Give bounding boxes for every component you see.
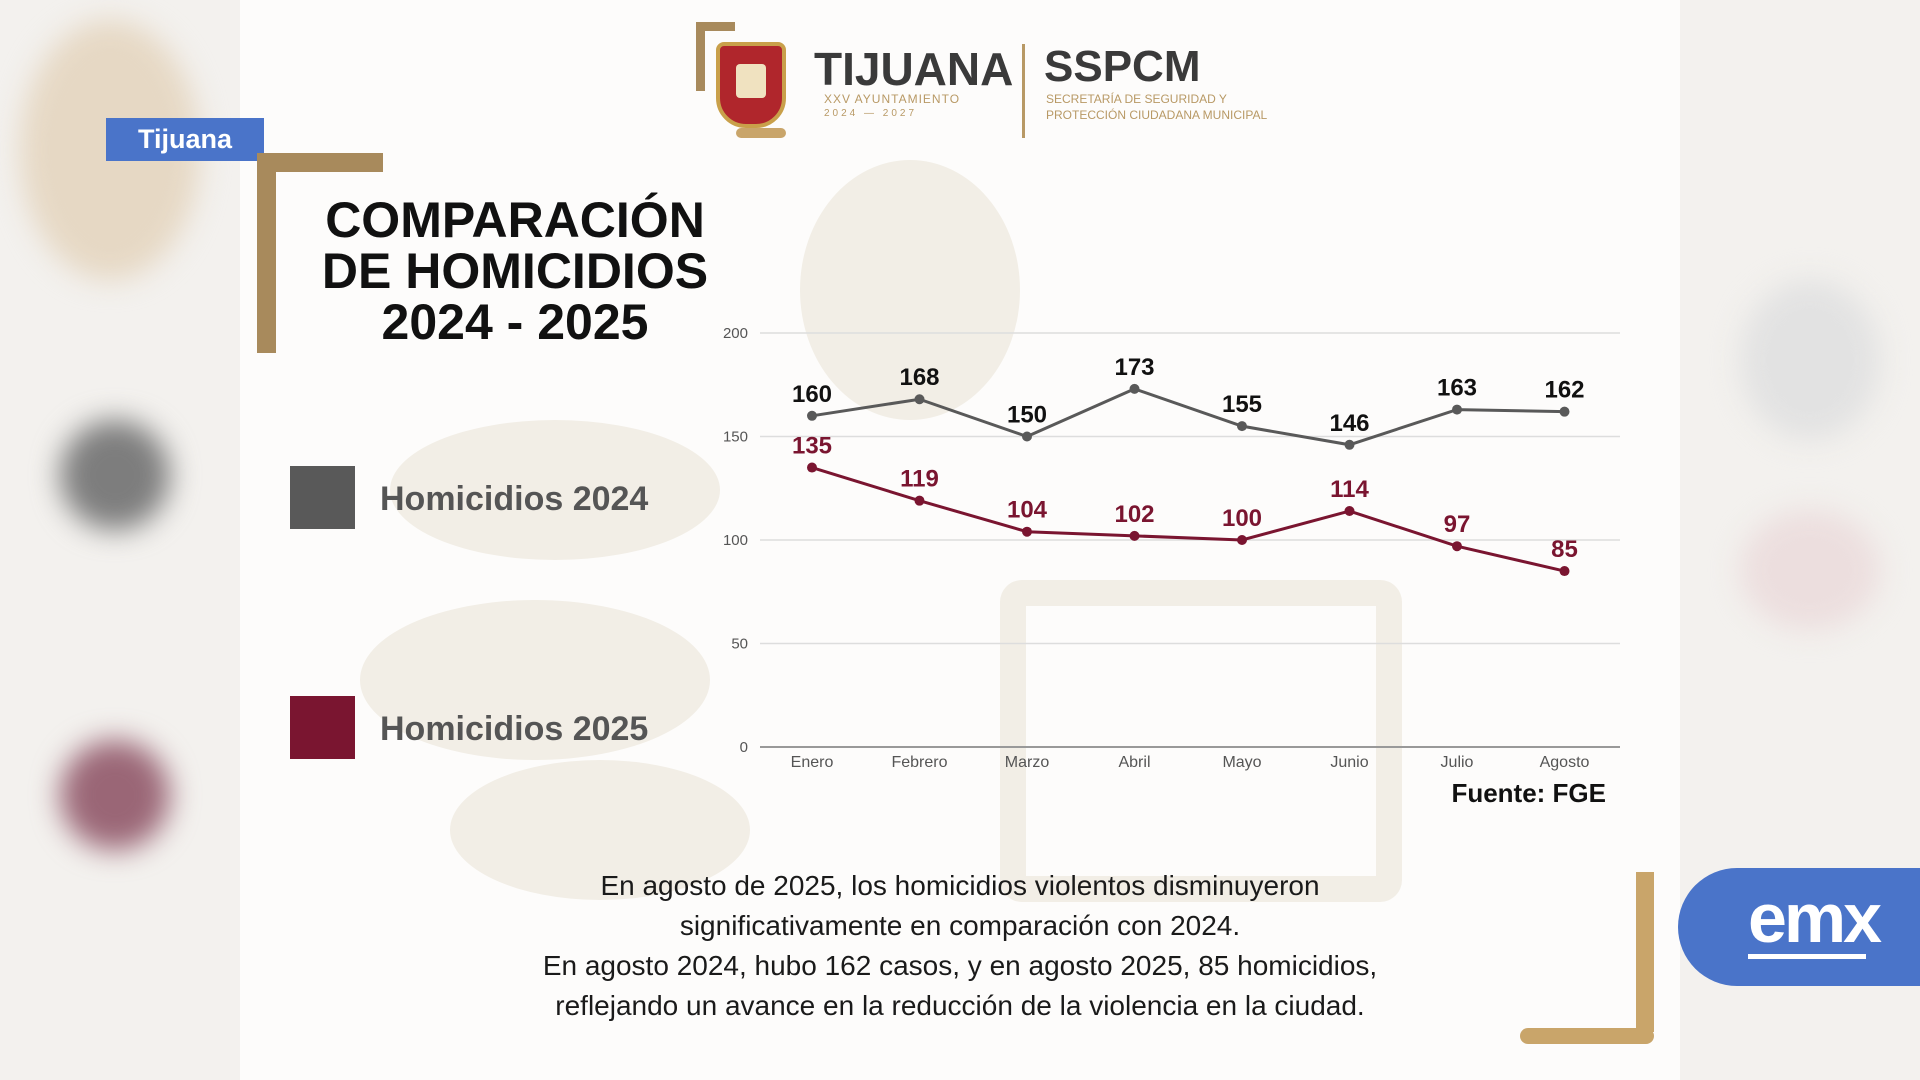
data-point	[1452, 404, 1462, 415]
emx-logo-text: emx	[1748, 879, 1882, 957]
blur-shape	[1740, 510, 1880, 630]
data-label: 119	[900, 466, 939, 493]
rope-ornament	[736, 128, 786, 138]
title-line: 2024 - 2025	[381, 294, 649, 350]
x-tick-label: Abril	[1118, 754, 1150, 771]
data-label: 104	[1007, 497, 1048, 524]
header-divider	[1022, 44, 1025, 138]
data-point	[1237, 421, 1247, 432]
data-point	[914, 394, 925, 405]
agency-line1: SECRETARÍA DE SEGURIDAD Y	[1046, 92, 1227, 106]
data-label: 114	[1330, 476, 1369, 503]
header-logos: TIJUANA XXV AYUNTAMIENTO 2024 — 2027 SSP…	[696, 22, 1296, 142]
agency-line2: PROTECCIÓN CIUDADANA MUNICIPAL	[1046, 108, 1268, 122]
y-tick-label: 0	[740, 739, 748, 756]
watermark-frame	[1000, 580, 1402, 902]
series-line-2024	[811, 387, 1565, 447]
emx-logo-underline	[1748, 954, 1866, 959]
data-point	[914, 495, 925, 506]
data-point	[1022, 431, 1032, 442]
data-point	[1237, 535, 1247, 545]
data-label: 160	[792, 381, 832, 408]
data-point	[807, 462, 817, 473]
data-label: 150	[1007, 402, 1047, 429]
blur-shape	[60, 740, 170, 850]
title-line: DE HOMICIDIOS	[321, 243, 709, 299]
data-point	[807, 410, 817, 421]
data-point	[1344, 506, 1355, 517]
data-label: 155	[1222, 391, 1262, 418]
emx-logo-badge[interactable]: emx	[1678, 868, 1920, 986]
series-line-2025	[811, 466, 1565, 573]
title-line: COMPARACIÓN	[325, 192, 705, 248]
region-tag[interactable]: Tijuana	[106, 118, 264, 161]
data-label: 163	[1437, 375, 1477, 402]
city-subtitle: XXV AYUNTAMIENTO	[824, 92, 961, 106]
x-tick-label: Marzo	[1005, 754, 1050, 771]
data-point	[1559, 406, 1570, 417]
y-tick-label: 50	[731, 636, 748, 653]
city-years: 2024 — 2027	[824, 108, 918, 119]
watermark-leaf	[390, 420, 720, 560]
city-shield-icon	[716, 42, 786, 128]
watermark-leaf	[800, 160, 1020, 420]
y-tick-label: 200	[723, 325, 748, 342]
data-label: 100	[1222, 505, 1262, 532]
data-point	[1129, 530, 1140, 541]
data-label: 146	[1329, 410, 1369, 437]
x-tick-label: Junio	[1330, 754, 1368, 771]
rope-ornament	[1520, 1028, 1654, 1044]
x-tick-label: Mayo	[1222, 754, 1261, 771]
legend-label-2024: Homicidios 2024	[380, 480, 649, 518]
chart-source: Fuente: FGE	[1451, 778, 1606, 808]
legend-label-2025: Homicidios 2025	[380, 710, 649, 748]
legend-swatch-2025	[290, 696, 355, 759]
title-bracket	[257, 153, 383, 353]
summary-line: significativamente en comparación con 20…	[679, 910, 1241, 941]
data-label: 162	[1544, 377, 1584, 404]
summary-line: reflejando un avance en la reducción de …	[555, 990, 1365, 1021]
summary-text: En agosto de 2025, los homicidios violen…	[420, 866, 1500, 1026]
data-label: 102	[1114, 501, 1154, 528]
x-tick-label: Febrero	[891, 754, 947, 771]
watermark-leaf	[450, 760, 750, 900]
logo-bracket	[696, 22, 735, 91]
watermark-leaf	[360, 600, 710, 760]
x-tick-label: Enero	[791, 754, 834, 771]
blur-shape	[60, 420, 170, 530]
data-point	[1452, 541, 1462, 552]
data-point	[1344, 439, 1355, 450]
data-label: 173	[1114, 354, 1154, 381]
legend-swatch-2024	[290, 466, 355, 529]
data-label: 135	[792, 433, 832, 460]
data-point	[1022, 526, 1032, 537]
page-title: COMPARACIÓN DE HOMICIDIOS 2024 - 2025	[290, 195, 740, 348]
data-label: 168	[899, 364, 939, 391]
blur-shape	[1740, 280, 1880, 440]
x-tick-label: Julio	[1441, 754, 1474, 771]
data-point	[1559, 566, 1570, 577]
summary-line: En agosto de 2025, los homicidios violen…	[600, 870, 1320, 901]
city-name: TIJUANA	[814, 43, 1014, 95]
agency-name: SSPCM	[1044, 42, 1201, 91]
data-point	[1129, 383, 1140, 394]
y-tick-label: 150	[723, 429, 748, 446]
summary-line: En agosto 2024, hubo 162 casos, y en ago…	[542, 950, 1378, 981]
data-label: 85	[1551, 536, 1578, 563]
x-tick-label: Agosto	[1540, 754, 1590, 771]
data-label: 97	[1444, 511, 1471, 538]
rope-ornament	[1636, 872, 1654, 1032]
y-tick-label: 100	[723, 532, 748, 549]
